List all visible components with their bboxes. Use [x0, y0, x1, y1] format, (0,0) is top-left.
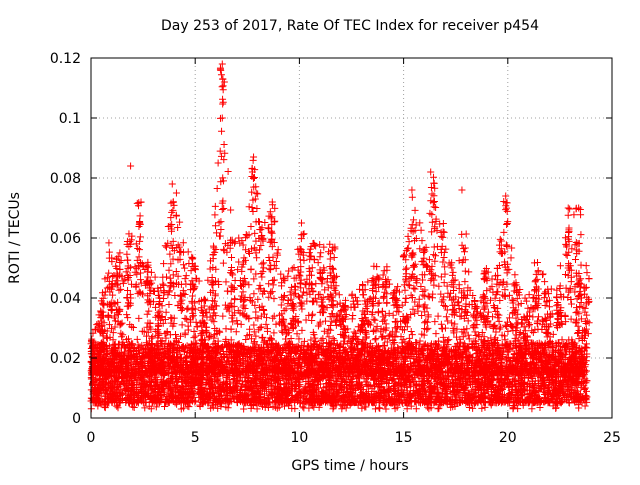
chart-title: Day 253 of 2017, Rate Of TEC Index for r…: [161, 18, 539, 34]
